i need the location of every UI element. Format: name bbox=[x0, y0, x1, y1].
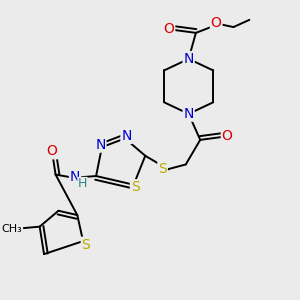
Text: S: S bbox=[82, 238, 90, 252]
Text: N: N bbox=[184, 107, 194, 121]
Text: S: S bbox=[131, 180, 140, 194]
Text: O: O bbox=[211, 16, 222, 30]
Text: CH₃: CH₃ bbox=[2, 224, 22, 234]
Text: N: N bbox=[184, 52, 194, 66]
Text: N: N bbox=[70, 169, 80, 184]
Text: O: O bbox=[222, 129, 232, 143]
Text: O: O bbox=[164, 22, 174, 36]
Text: S: S bbox=[158, 162, 167, 176]
Text: O: O bbox=[46, 144, 57, 158]
Text: N: N bbox=[121, 129, 132, 143]
Text: H: H bbox=[78, 177, 87, 190]
Text: N: N bbox=[95, 138, 106, 152]
